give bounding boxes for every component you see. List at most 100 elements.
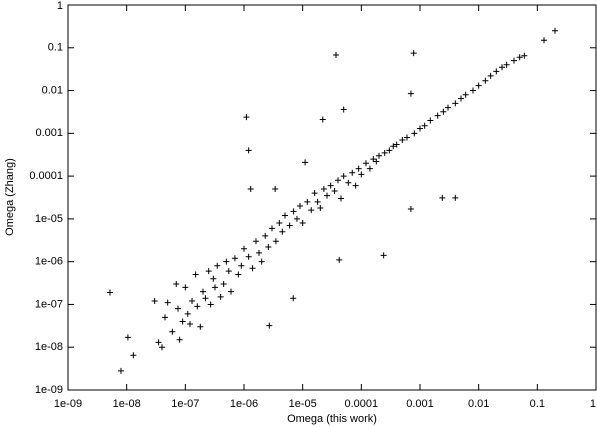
data-point: [336, 256, 343, 263]
data-point: [227, 288, 234, 295]
data-point: [493, 68, 500, 75]
data-point: [223, 258, 230, 265]
data-point: [238, 262, 245, 269]
y-tick-label: 0.1: [48, 42, 63, 54]
data-point: [231, 255, 238, 262]
x-tick-label: 0.1: [530, 398, 545, 410]
y-tick-label: 1e-07: [35, 298, 63, 310]
data-point: [510, 57, 517, 64]
data-point: [355, 165, 362, 172]
data-point: [373, 158, 380, 165]
data-point: [194, 303, 201, 310]
data-point: [503, 61, 510, 68]
data-point: [366, 165, 373, 172]
data-point: [192, 271, 199, 278]
x-axis-label: Omega (this work): [287, 413, 377, 425]
x-tick-label: 0.0001: [345, 398, 379, 410]
data-point: [469, 87, 476, 94]
data-point: [197, 323, 204, 330]
data-point: [516, 54, 523, 61]
data-point: [444, 104, 451, 111]
data-point: [158, 344, 165, 351]
data-point: [349, 169, 356, 176]
data-point: [324, 192, 331, 199]
y-tick-label: 1e-05: [35, 213, 63, 225]
data-point: [314, 198, 321, 205]
data-point: [410, 50, 417, 57]
x-tick-label: 1e-06: [230, 398, 258, 410]
data-point: [358, 171, 365, 178]
data-point: [390, 143, 397, 150]
data-point: [279, 228, 286, 235]
data-point: [189, 298, 196, 305]
data-point: [205, 268, 212, 275]
data-point: [333, 51, 340, 58]
data-point: [268, 225, 275, 232]
data-point: [370, 156, 377, 163]
data-point: [482, 77, 489, 84]
data-point: [407, 206, 414, 213]
data-point: [421, 122, 428, 129]
data-point: [293, 215, 300, 222]
data-point: [245, 253, 252, 260]
data-point: [225, 268, 232, 275]
data-point: [411, 130, 418, 137]
y-tick-label: 0.0001: [29, 170, 63, 182]
data-point: [258, 258, 265, 265]
y-tick-label: 1e-06: [35, 256, 63, 268]
data-point: [272, 238, 279, 245]
x-tick-label: 1e-09: [54, 398, 82, 410]
data-point: [327, 182, 334, 189]
data-point: [207, 301, 214, 308]
data-point: [487, 72, 494, 79]
data-point: [220, 281, 227, 288]
data-point: [266, 322, 273, 329]
data-point: [299, 220, 306, 227]
data-point: [340, 106, 347, 113]
data-point: [311, 190, 318, 197]
data-point: [217, 293, 224, 300]
y-axis-label: Omega (Zhang): [4, 158, 16, 236]
data-point: [184, 310, 191, 317]
data-point: [393, 141, 400, 148]
data-point: [375, 152, 382, 159]
x-tick-label: 1e-07: [171, 398, 199, 410]
data-point: [386, 147, 393, 154]
data-point: [169, 328, 176, 335]
data-point: [352, 182, 359, 189]
data-point: [302, 159, 309, 166]
data-point: [452, 100, 459, 107]
data-point: [262, 232, 269, 239]
data-point: [130, 352, 137, 359]
data-point: [521, 52, 528, 59]
data-point: [255, 249, 262, 256]
data-point: [243, 114, 250, 121]
data-point: [272, 185, 279, 192]
data-point: [458, 95, 465, 102]
data-point: [186, 320, 193, 327]
data-point: [407, 90, 414, 97]
data-point: [173, 281, 180, 288]
plot-frame: [67, 4, 597, 391]
data-point: [175, 305, 182, 312]
data-point: [439, 194, 446, 201]
x-tick-label: 1e-08: [113, 398, 141, 410]
data-point: [320, 185, 327, 192]
data-point: [286, 222, 293, 229]
data-point: [499, 64, 506, 71]
data-point: [282, 212, 289, 219]
data-point: [362, 160, 369, 167]
data-point: [452, 194, 459, 201]
y-tick-label: 0.001: [35, 127, 63, 139]
data-point: [317, 204, 324, 211]
data-point: [417, 125, 423, 132]
data-point: [252, 238, 259, 245]
x-tick-label: 0.01: [468, 398, 489, 410]
data-point: [319, 116, 326, 123]
data-point: [427, 117, 434, 124]
data-point: [210, 275, 217, 282]
data-point: [214, 262, 221, 269]
data-point: [334, 177, 341, 184]
data-point: [235, 271, 242, 278]
